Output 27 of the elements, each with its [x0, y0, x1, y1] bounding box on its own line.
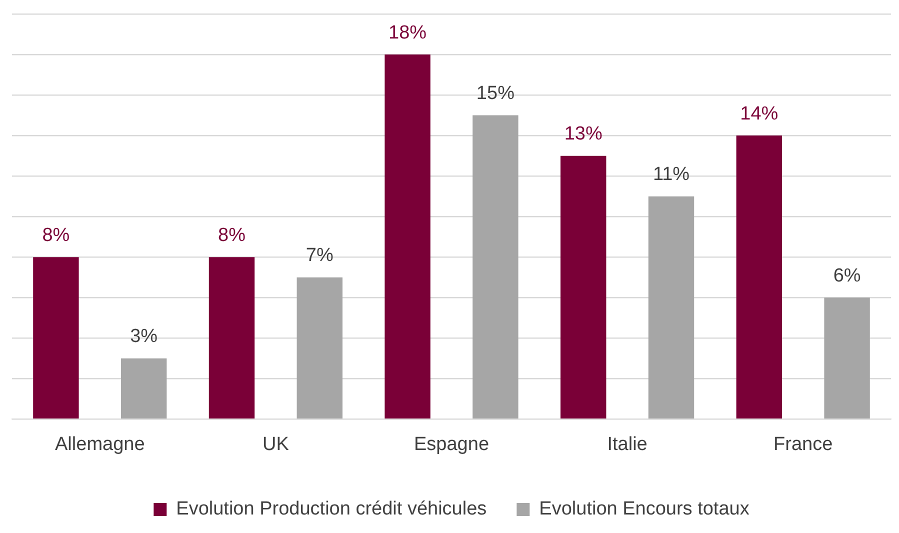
data-label: 11%: [652, 164, 690, 186]
bar: [384, 54, 430, 419]
bar: [736, 136, 782, 419]
data-label: 6%: [833, 265, 861, 286]
x-tick-label: France: [774, 434, 833, 455]
bar: [472, 115, 518, 419]
x-tick-label: Espagne: [414, 434, 490, 455]
data-label: 3%: [130, 326, 158, 348]
legend-label: Evolution Encours totaux: [539, 498, 750, 520]
bar: [296, 277, 343, 419]
bar: [648, 196, 694, 419]
bar: [33, 257, 79, 419]
data-label: 15%: [476, 83, 515, 104]
bar: [208, 257, 255, 419]
bar: [120, 358, 167, 419]
data-label: 18%: [388, 22, 427, 44]
x-tick-label: Allemagne: [55, 434, 145, 455]
x-tick-label: Italie: [607, 434, 648, 455]
data-label: 8%: [218, 224, 246, 246]
bar: [824, 298, 870, 419]
data-label: 7%: [306, 245, 334, 266]
legend-label: Evolution Production crédit véhicules: [176, 498, 487, 520]
data-label: 14%: [740, 103, 778, 124]
data-label: 8%: [42, 224, 70, 246]
bar: [560, 156, 606, 419]
x-tick-label: UK: [262, 434, 290, 455]
data-label: 13%: [564, 124, 602, 145]
